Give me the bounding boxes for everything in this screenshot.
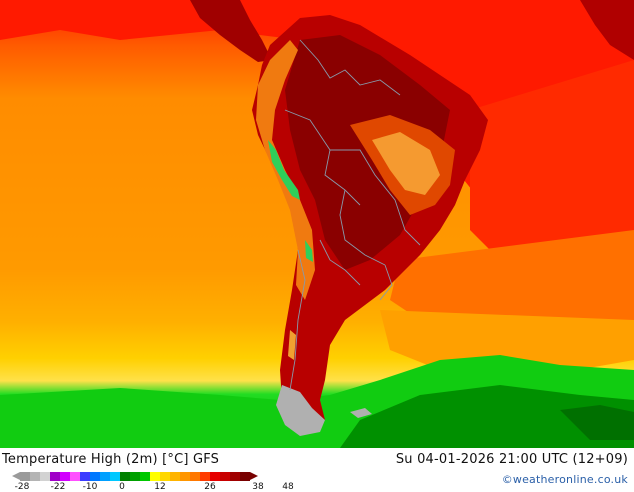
legend-tick: -22 [50, 482, 66, 492]
legend-tick: 48 [282, 482, 294, 492]
legend-swatch [120, 472, 130, 481]
legend-swatch [230, 472, 240, 481]
legend-swatch [160, 472, 170, 481]
legend-swatch [140, 472, 150, 481]
legend-swatch [190, 472, 200, 481]
legend-swatch [20, 472, 30, 481]
legend-tick: 26 [204, 482, 216, 492]
legend-swatch [110, 472, 120, 481]
legend-swatch [200, 472, 210, 481]
map-canvas [0, 0, 634, 448]
brazil-highlands-orange [372, 132, 440, 195]
legend-swatch [100, 472, 110, 481]
credit-link[interactable]: ©weatheronline.co.uk [501, 473, 628, 486]
legend-swatch [240, 472, 250, 481]
color-legend [12, 472, 258, 481]
temperature-map [0, 0, 634, 448]
legend-swatch [50, 472, 60, 481]
legend-swatch [90, 472, 100, 481]
legend-swatch [150, 472, 160, 481]
andes-strip [256, 40, 315, 300]
legend-swatch [40, 472, 50, 481]
valid-time-label: Su 04-01-2026 21:00 UTC (12+09) [395, 452, 628, 467]
central-america-land [190, 0, 272, 62]
legend-swatch [70, 472, 80, 481]
legend-swatch [170, 472, 180, 481]
legend-tick: 12 [154, 482, 166, 492]
africa-edge-land [580, 0, 634, 60]
hot-atlantic-band [470, 60, 634, 260]
legend-tick: -28 [14, 482, 30, 492]
country-borders [284, 39, 421, 391]
legend-arrow-low [12, 472, 20, 480]
legend-tick-labels: -28 -22 -10 0 12 26 38 48 [0, 482, 634, 492]
legend-tick: 0 [119, 482, 125, 492]
map-title: Temperature High (2m) [°C] GFS [2, 452, 220, 467]
southern-ocean-cold [340, 385, 634, 448]
legend-swatch [180, 472, 190, 481]
legend-swatch [130, 472, 140, 481]
legend-swatch [220, 472, 230, 481]
legend-tick: -10 [82, 482, 98, 492]
legend-tick: 38 [252, 482, 264, 492]
andes-cold-patch [268, 140, 300, 200]
map-footer: Temperature High (2m) [°C] GFS Su 04-01-… [0, 448, 634, 492]
legend-swatch [80, 472, 90, 481]
andes-cold-patch-south [305, 240, 313, 262]
tierra-del-fuego-ice [276, 385, 325, 436]
legend-swatch [60, 472, 70, 481]
legend-swatch [30, 472, 40, 481]
falklands-ice [350, 408, 372, 418]
legend-arrow-high [250, 472, 258, 480]
south-atlantic [390, 230, 634, 340]
southern-ocean-coldest [560, 405, 634, 440]
patagonia-warm-strip [288, 330, 296, 360]
legend-swatch [210, 472, 220, 481]
